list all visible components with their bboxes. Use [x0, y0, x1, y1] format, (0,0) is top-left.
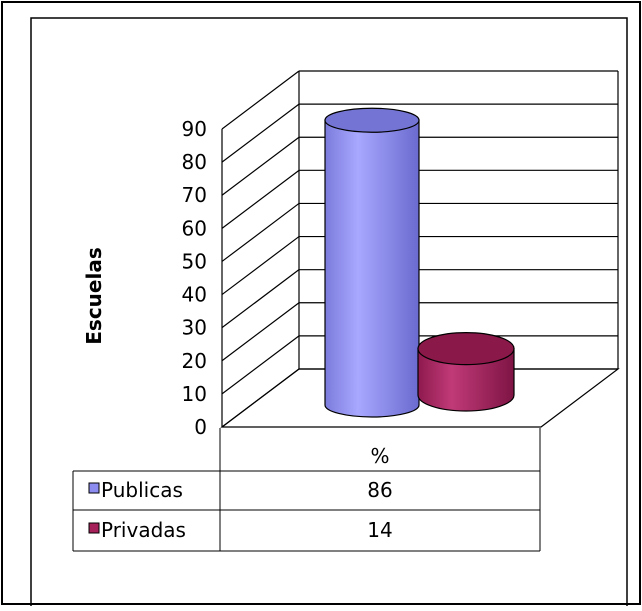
y-tick-label: 70	[182, 183, 207, 207]
side-gridline	[221, 70, 300, 130]
side-gridline	[221, 236, 300, 296]
y-tick-labels: 0 10 20 30 40 50 60 70 80 90	[182, 117, 207, 439]
side-gridline	[221, 302, 300, 362]
y-tick-label: 10	[182, 382, 207, 406]
cylinder-body-publicas	[324, 119, 420, 418]
side-gridline	[221, 335, 300, 395]
legend-label-privadas: Privadas	[101, 518, 186, 542]
legend-key-privadas	[88, 522, 100, 534]
table-header: %	[370, 444, 389, 468]
side-gridline	[221, 103, 300, 163]
plot-area	[220, 70, 620, 428]
cylinder-top-privadas	[417, 332, 515, 366]
y-tick-label: 50	[182, 249, 207, 273]
floor	[220, 368, 620, 428]
y-tick-label: 30	[182, 316, 207, 340]
cylinder-body-privadas	[417, 348, 515, 412]
legend-key-publicas	[88, 482, 100, 494]
chart-area-border	[30, 17, 628, 611]
table-value-publicas: 86	[367, 478, 392, 502]
y-tick-label: 80	[182, 150, 207, 174]
y-tick-label: 20	[182, 349, 207, 373]
y-tick-label: 60	[182, 216, 207, 240]
data-table: % Publicas 86 Privadas 14	[72, 428, 541, 552]
y-tick-label: 90	[182, 117, 207, 141]
side-gridline	[221, 202, 300, 262]
cylinder-top-publicas	[324, 107, 420, 133]
side-gridline	[221, 136, 300, 196]
y-tick-label: 40	[182, 283, 207, 307]
side-gridline	[221, 169, 300, 229]
legend-label-publicas: Publicas	[101, 478, 183, 502]
table-value-privadas: 14	[367, 518, 392, 542]
y-tick-label: 0	[194, 415, 207, 439]
y-axis-title: Escuelas	[82, 247, 106, 344]
side-gridline	[221, 269, 300, 329]
